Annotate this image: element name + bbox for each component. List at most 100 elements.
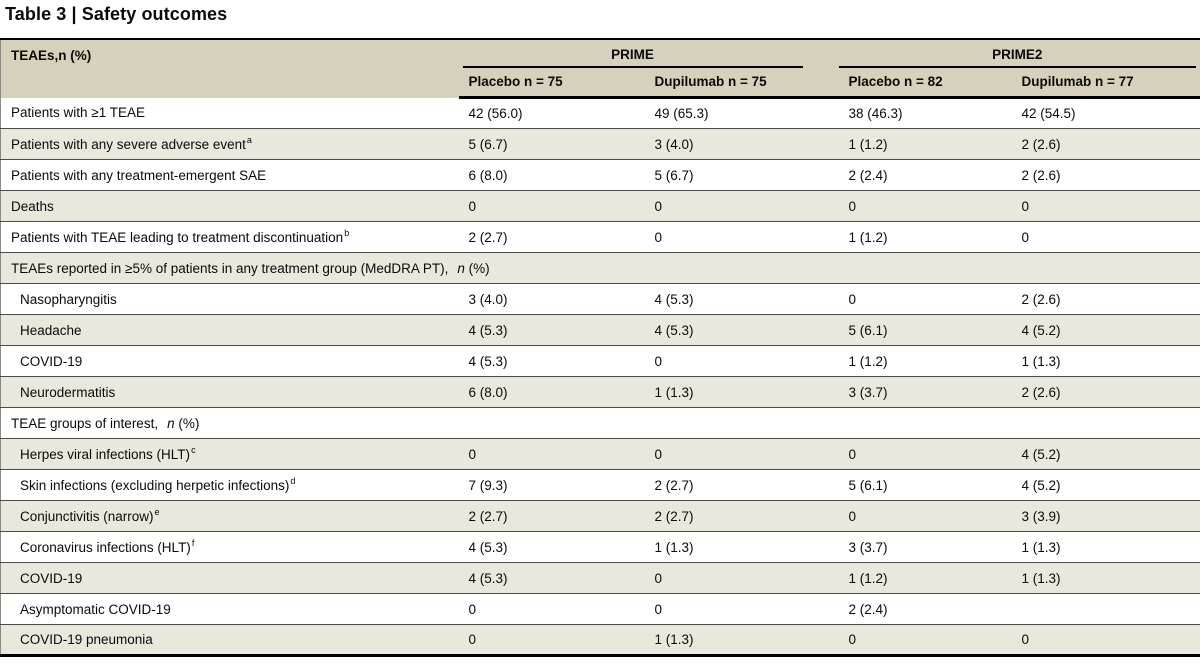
value-cell: 2 (2.7) bbox=[468, 508, 508, 524]
value-cell: 2 (2.6) bbox=[1021, 291, 1061, 307]
footnote-marker: b bbox=[344, 228, 350, 238]
value-cell: 0 bbox=[654, 446, 663, 462]
column-header-dupilumab-prime2: Dupilumab n = 77 bbox=[1011, 68, 1200, 99]
table-row: Asymptomatic COVID-19 0 0 2 (2.4) bbox=[0, 593, 1200, 625]
value-cell: 2 (2.4) bbox=[848, 601, 888, 617]
table-row: Coronavirus infections (HLT)f 4 (5.3) 1 (1… bbox=[0, 531, 1200, 563]
value-cell: 38 (46.3) bbox=[848, 106, 903, 121]
value-cell bbox=[1012, 594, 1200, 625]
value-cell: 0 bbox=[654, 570, 663, 586]
value-cell: 6 (8.0) bbox=[468, 384, 508, 400]
value-cell: 0 bbox=[1021, 229, 1030, 245]
value-cell: 1 (1.2) bbox=[848, 353, 888, 369]
table-header: TEAEs,n (%) PRIME PRIME2 Placebo n = 75 … bbox=[0, 39, 1200, 99]
value-cell: 42 (54.5) bbox=[1021, 106, 1076, 121]
column-header-placebo-prime2: Placebo n = 82 bbox=[838, 68, 1012, 99]
table-row: Conjunctivitis (narrow)e 2 (2.7) 2 (2.7) 0 3… bbox=[0, 500, 1200, 532]
section-label-italic-n: n bbox=[167, 415, 175, 431]
value-cell: 1 (1.3) bbox=[654, 539, 694, 555]
section-label-italic-n: n bbox=[457, 260, 465, 276]
table-row: Patients with any treatment-emergent SAE… bbox=[0, 159, 1200, 191]
value-cell: 0 bbox=[654, 229, 663, 245]
value-cell: 0 bbox=[848, 198, 857, 214]
section-label: TEAE groups of interest, n (%) bbox=[11, 415, 200, 431]
value-cell: 4 (5.2) bbox=[1021, 446, 1061, 462]
column-header-row: Placebo n = 75 Dupilumab n = 75 Placebo … bbox=[1, 68, 1200, 99]
value-cell: 3 (3.7) bbox=[848, 384, 888, 400]
value-cell: 1 (1.3) bbox=[654, 384, 694, 400]
value-cell: 0 bbox=[848, 632, 857, 647]
value-cell: 2 (2.6) bbox=[1021, 384, 1061, 400]
value-cell: 3 (3.7) bbox=[848, 539, 888, 555]
group-header-prime2: PRIME2 bbox=[838, 39, 1200, 68]
value-cell: 0 bbox=[654, 198, 663, 214]
value-cell: 0 bbox=[848, 291, 857, 307]
value-cell: 0 bbox=[654, 353, 663, 369]
row-label: Skin infections (excluding herpetic infe… bbox=[20, 476, 296, 493]
row-label: COVID-19 pneumonia bbox=[20, 632, 153, 647]
group-header-prime-label: PRIME bbox=[462, 40, 803, 68]
value-cell: 0 bbox=[468, 601, 477, 617]
value-cell: 0 bbox=[1021, 632, 1030, 647]
row-label: Conjunctivitis (narrow)e bbox=[20, 507, 160, 524]
table-row: Herpes viral infections (HLT)c 0 0 0 4 (5.2) bbox=[0, 438, 1200, 470]
value-cell: 1 (1.2) bbox=[848, 229, 888, 245]
table-row: COVID-19 pneumonia 0 1 (1.3) 0 0 bbox=[0, 624, 1200, 656]
value-cell: 1 (1.2) bbox=[848, 570, 888, 586]
row-label: Headache bbox=[20, 322, 82, 338]
row-label: COVID-19 bbox=[20, 353, 83, 369]
value-cell: 4 (5.2) bbox=[1021, 322, 1061, 338]
value-cell: 0 bbox=[848, 508, 857, 524]
value-cell: 4 (5.3) bbox=[654, 291, 694, 307]
footnote-marker: e bbox=[154, 507, 160, 517]
footnote-marker: d bbox=[290, 476, 296, 486]
row-label: Coronavirus infections (HLT)f bbox=[20, 538, 195, 555]
table-row: Nasopharyngitis 3 (4.0) 4 (5.3) 0 2 (2.6) bbox=[0, 283, 1200, 315]
safety-outcomes-table: TEAEs,n (%) PRIME PRIME2 Placebo n = 75 … bbox=[0, 38, 1200, 657]
value-cell: 3 (3.9) bbox=[1021, 508, 1061, 524]
table-row: COVID-19 4 (5.3) 0 1 (1.2) 1 (1.3) bbox=[0, 345, 1200, 377]
row-label: Patients with any severe adverse eventa bbox=[11, 135, 252, 152]
value-cell: 0 bbox=[468, 632, 477, 647]
value-cell: 1 (1.2) bbox=[848, 136, 888, 152]
value-cell: 6 (8.0) bbox=[468, 167, 508, 183]
value-cell: 0 bbox=[654, 601, 663, 617]
row-label: Patients with ≥1 TEAE bbox=[11, 105, 145, 121]
row-label: Patients with any treatment-emergent SAE bbox=[11, 167, 267, 183]
table-row: Neurodermatitis 6 (8.0) 1 (1.3) 3 (3.7) 2 (2… bbox=[0, 376, 1200, 408]
row-label: Nasopharyngitis bbox=[20, 291, 117, 307]
value-cell: 4 (5.3) bbox=[468, 322, 508, 338]
value-cell: 2 (2.6) bbox=[1021, 136, 1061, 152]
table-row: Patients with TEAE leading to treatment … bbox=[0, 221, 1200, 253]
table-row: COVID-19 4 (5.3) 0 1 (1.2) 1 (1.3) bbox=[0, 562, 1200, 594]
row-label: COVID-19 bbox=[20, 570, 83, 586]
group-header-prime: PRIME bbox=[458, 39, 839, 68]
table-title: Table 3 | Safety outcomes bbox=[5, 4, 228, 24]
value-cell: 5 (6.1) bbox=[848, 322, 888, 338]
table-body: Patients with ≥1 TEAE 42 (56.0) 49 (65.3) 3… bbox=[0, 97, 1200, 656]
value-cell: 1 (1.3) bbox=[1021, 570, 1061, 586]
value-cell: 3 (4.0) bbox=[654, 136, 694, 152]
row-label: Herpes viral infections (HLT)c bbox=[20, 445, 196, 462]
row-label: Patients with TEAE leading to treatment … bbox=[11, 228, 350, 245]
column-header-dupilumab-prime: Dupilumab n = 75 bbox=[644, 68, 839, 99]
value-cell: 5 (6.1) bbox=[848, 477, 888, 493]
value-cell: 5 (6.7) bbox=[468, 136, 508, 152]
section-row: TEAE groups of interest, n (%) bbox=[0, 407, 1200, 439]
row-label: Asymptomatic COVID-19 bbox=[20, 601, 171, 617]
section-label: TEAEs reported in ≥5% of patients in any… bbox=[11, 260, 490, 276]
value-cell: 0 bbox=[1021, 198, 1030, 214]
corner-header: TEAEs,n (%) bbox=[0, 39, 459, 98]
value-cell: 2 (2.7) bbox=[654, 508, 694, 524]
value-cell: 42 (56.0) bbox=[468, 106, 523, 121]
value-cell: 2 (2.4) bbox=[848, 167, 888, 183]
value-cell: 2 (2.7) bbox=[654, 477, 694, 493]
value-cell: 4 (5.3) bbox=[468, 570, 508, 586]
table-row: Patients with any severe adverse eventa 5… bbox=[0, 128, 1200, 160]
footnote-marker: f bbox=[191, 538, 195, 548]
column-header-placebo-prime: Placebo n = 75 bbox=[458, 68, 645, 99]
section-row: TEAEs reported in ≥5% of patients in any… bbox=[0, 252, 1200, 284]
value-cell: 0 bbox=[468, 198, 477, 214]
value-cell: 4 (5.3) bbox=[468, 353, 508, 369]
